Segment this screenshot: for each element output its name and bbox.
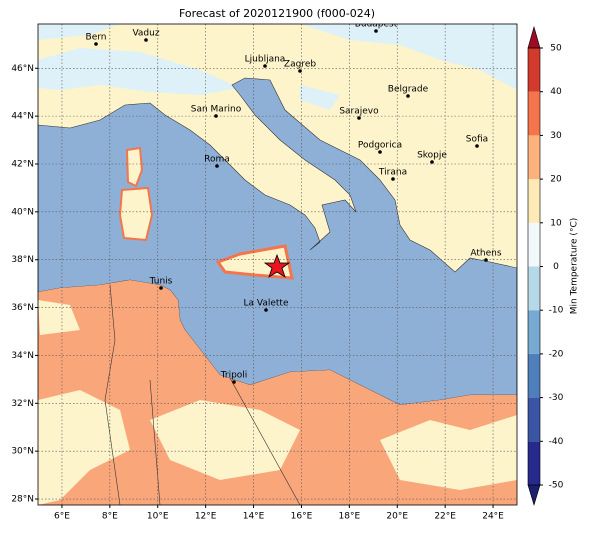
colorbar-label: Min Temperature (°C) xyxy=(570,218,580,315)
colorbar: -50 -40 -30 -20 -10 0 10 20 30 40 50 Min Temperatur… xyxy=(527,25,580,507)
city-label: Bern xyxy=(86,33,107,43)
colorbar-tick-label: -30 xyxy=(549,393,564,403)
city-dot xyxy=(357,116,361,120)
city-dot xyxy=(475,144,479,148)
city-label: Belgrade xyxy=(388,85,429,95)
city-label: Tirana xyxy=(378,168,407,178)
city-label: Podgorica xyxy=(358,141,402,151)
city-label: La Valette xyxy=(244,299,289,309)
city-dot xyxy=(144,38,148,42)
y-tick-label: 40°N xyxy=(11,207,34,217)
y-tick-label: 28°N xyxy=(11,495,34,505)
city-dot xyxy=(374,29,378,33)
city-dot xyxy=(430,160,434,164)
city-label: Tunis xyxy=(149,277,173,287)
city-dot xyxy=(378,150,382,154)
city-label: Skopje xyxy=(417,151,447,161)
target-star xyxy=(263,253,291,278)
x-tick-label: 6°E xyxy=(54,512,70,522)
city-label: Ljubljana xyxy=(245,55,286,65)
city-dot xyxy=(406,94,410,98)
colorbar-tick-label: -10 xyxy=(549,306,564,316)
x-tick-label: 10°E xyxy=(147,512,169,522)
colorbar-extend-under xyxy=(527,484,541,507)
colorbar-tick-label: -50 xyxy=(549,481,564,491)
sea xyxy=(38,77,517,406)
city-label: San Marino xyxy=(191,105,242,115)
y-tick-label: 32°N xyxy=(11,399,34,409)
city-dot xyxy=(159,286,163,290)
city-label: Zagreb xyxy=(284,60,316,70)
colorbar-segment xyxy=(528,91,540,136)
colorbar-segment xyxy=(528,441,540,485)
colorbar-segment xyxy=(528,353,540,398)
colorbar-segment xyxy=(528,48,540,92)
city-label: Sofia xyxy=(466,135,488,145)
x-tick-label: 8°E xyxy=(102,512,118,522)
colorbar-segment xyxy=(528,179,540,223)
y-tick-label: 30°N xyxy=(11,447,34,457)
axes: 6°E 8°E 10°E 12°E 14°E 16°E 18°E 20°E 22°E 24°E 28… xyxy=(11,64,504,522)
colorbar-tick-label: 40 xyxy=(550,87,562,97)
colorbar-tick-label: -40 xyxy=(549,437,564,447)
x-tick-label: 18°E xyxy=(339,512,361,522)
colorbar-tick-label: 20 xyxy=(550,175,562,185)
colorbar-tick-label: 50 xyxy=(550,44,562,54)
colorbar-segment xyxy=(528,266,540,311)
colorbar-segment xyxy=(528,135,540,180)
x-tick-label: 16°E xyxy=(291,512,313,522)
map-frame xyxy=(37,23,518,506)
x-tick-label: 14°E xyxy=(243,512,265,522)
borders xyxy=(104,284,301,505)
colorbar-tick-label: 10 xyxy=(550,218,562,228)
x-tick-label: 20°E xyxy=(386,512,408,522)
y-tick-label: 36°N xyxy=(11,303,34,313)
y-tick-label: 42°N xyxy=(11,159,34,169)
colorbar-segment xyxy=(528,310,540,354)
city-dot xyxy=(264,308,268,312)
city-label: Vaduz xyxy=(132,29,159,39)
city-label: Roma xyxy=(204,155,230,165)
colorbar-segment xyxy=(528,222,540,267)
city-label: Sarajevo xyxy=(339,107,379,117)
city-label: Athens xyxy=(470,249,501,259)
cool-land xyxy=(38,300,517,505)
city-dot xyxy=(94,42,98,46)
colorbar-extend-over xyxy=(527,25,541,49)
y-tick-label: 46°N xyxy=(11,64,34,74)
city-dot xyxy=(215,164,219,168)
colorbar-tick-label: 30 xyxy=(550,131,562,141)
x-tick-label: 24°E xyxy=(482,512,504,522)
city-dot xyxy=(484,258,488,262)
city-dot xyxy=(214,114,218,118)
colorbar-tick-label: 0 xyxy=(553,262,559,272)
city-label: Tripoli xyxy=(220,371,248,381)
islands xyxy=(118,146,154,242)
city-dot xyxy=(391,177,395,181)
city-label: Budapest xyxy=(355,20,398,30)
grid xyxy=(38,24,517,505)
colorbar-tick-label: -20 xyxy=(549,349,564,359)
y-tick-label: 44°N xyxy=(11,112,34,122)
y-tick-label: 34°N xyxy=(11,351,34,361)
city-dot xyxy=(298,69,302,73)
title: Forecast of 2020121900 (f000-024) xyxy=(179,7,375,20)
x-tick-label: 22°E xyxy=(434,512,456,522)
x-tick-label: 12°E xyxy=(195,512,217,522)
y-tick-label: 38°N xyxy=(11,255,34,265)
city-dot xyxy=(263,64,267,68)
colorbar-segment xyxy=(528,397,540,442)
city-dot xyxy=(232,380,236,384)
